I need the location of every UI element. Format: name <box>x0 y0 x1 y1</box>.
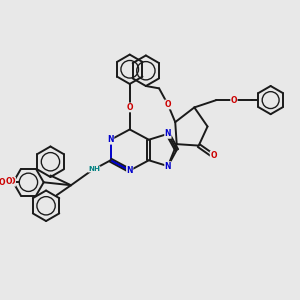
Text: N: N <box>127 166 133 175</box>
Text: N: N <box>165 162 171 171</box>
Text: NH: NH <box>88 166 100 172</box>
Text: O: O <box>231 96 237 105</box>
Text: O: O <box>5 177 12 186</box>
Text: O: O <box>165 100 171 109</box>
Text: O: O <box>9 177 16 186</box>
Text: O: O <box>0 179 6 185</box>
Text: N: N <box>107 135 114 144</box>
Text: O: O <box>127 103 133 112</box>
Text: O: O <box>210 152 217 160</box>
Text: O: O <box>0 178 5 187</box>
Text: N: N <box>165 129 171 138</box>
